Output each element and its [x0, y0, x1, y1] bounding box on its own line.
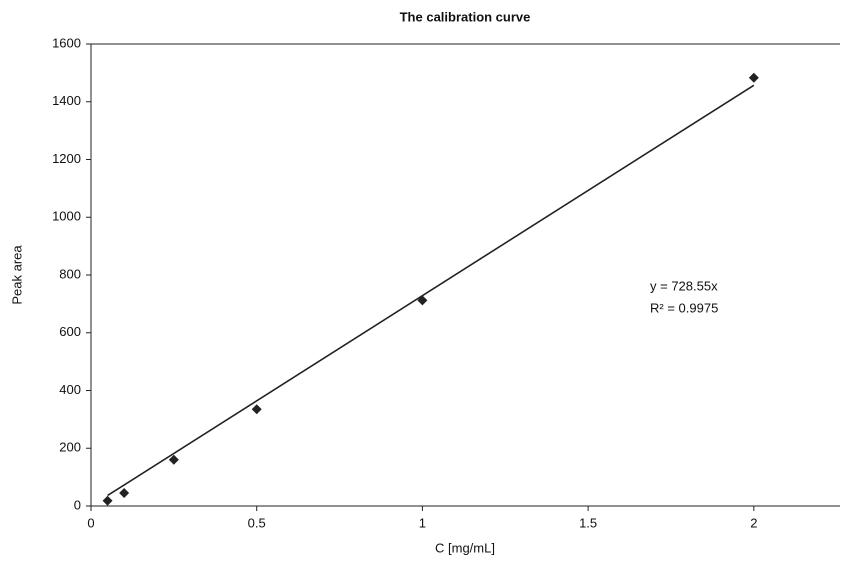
chart-title: The calibration curve: [400, 9, 531, 24]
data-point: [102, 495, 113, 506]
y-axis-label: Peak area: [9, 245, 24, 305]
data-point: [119, 488, 130, 499]
annotation: y = 728.55x: [650, 278, 718, 293]
y-tick-label: 800: [59, 266, 81, 281]
y-tick-label: 1600: [52, 35, 81, 50]
x-axis-label: C [mg/mL]: [435, 540, 495, 555]
y-tick-label: 1000: [52, 209, 81, 224]
data-point: [748, 72, 759, 83]
y-tick-label: 200: [59, 440, 81, 455]
x-tick-label: 1.5: [579, 515, 597, 530]
y-tick-label: 0: [74, 497, 81, 512]
data-point: [251, 404, 262, 415]
x-tick-label: 2: [750, 515, 757, 530]
x-tick-label: 0: [87, 515, 94, 530]
trendline: [107, 84, 755, 497]
y-tick-label: 400: [59, 382, 81, 397]
data-point: [417, 295, 428, 306]
data-point: [168, 454, 179, 465]
x-tick-label: 0.5: [248, 515, 266, 530]
x-tick-label: 1: [419, 515, 426, 530]
y-tick-label: 600: [59, 324, 81, 339]
y-tick-label: 1400: [52, 93, 81, 108]
annotation: R² = 0.9975: [650, 300, 718, 315]
y-tick-label: 1200: [52, 151, 81, 166]
